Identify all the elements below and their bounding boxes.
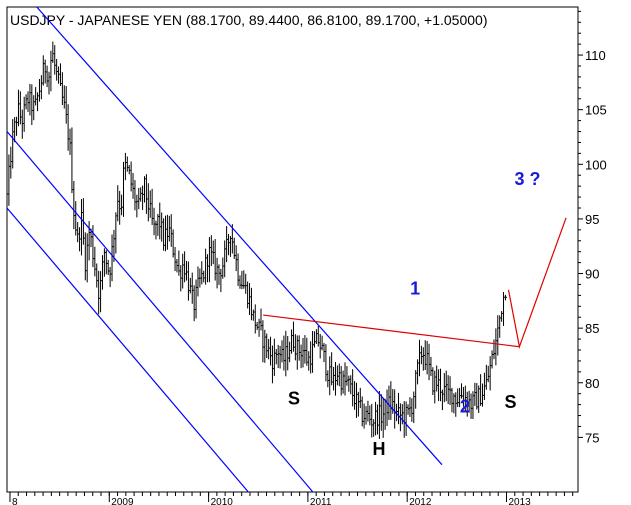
annotations: S H S 1 2 3 ? [288,169,540,459]
x-tick-label: 2012 [409,497,432,505]
plot-frame [6,6,579,493]
annotation-label: H [372,439,385,459]
y-tick-label: 105 [585,103,607,118]
chart-title: USDJPY - JAPANESE YEN (88.1700, 89.4400,… [10,12,487,28]
x-tick-label: 2010 [211,497,234,505]
x-tick-label: 2011 [310,497,332,505]
annotation-label: 2 [460,396,470,416]
trendline-projection [507,217,567,349]
y-tick-label: 100 [585,157,607,172]
y-tick-label: 75 [585,430,599,445]
x-axis: 8 2009 2010 2011 2012 2013 [9,492,574,505]
annotation-label: S [288,389,300,409]
annotation-label: 3 ? [514,169,540,189]
x-tick-label: 8 [12,497,18,505]
y-axis: 75 80 85 90 95 100 105 110 [578,10,607,445]
x-tick-label: 2009 [111,497,134,505]
y-tick-label: 85 [585,321,599,336]
trendline-channel-upper [36,6,443,466]
y-tick-label: 90 [585,267,599,282]
trendline-channel-lower [6,207,249,493]
x-tick-label: 2013 [509,497,532,505]
trendline-neckline [263,314,520,348]
trendlines [6,6,567,493]
y-tick-label: 95 [585,212,599,227]
y-tick-label: 80 [585,376,599,391]
annotation-label: 1 [410,278,420,298]
y-tick-label: 110 [585,48,606,63]
annotation-label: S [505,392,517,412]
trendline-channel-middle [6,131,314,493]
